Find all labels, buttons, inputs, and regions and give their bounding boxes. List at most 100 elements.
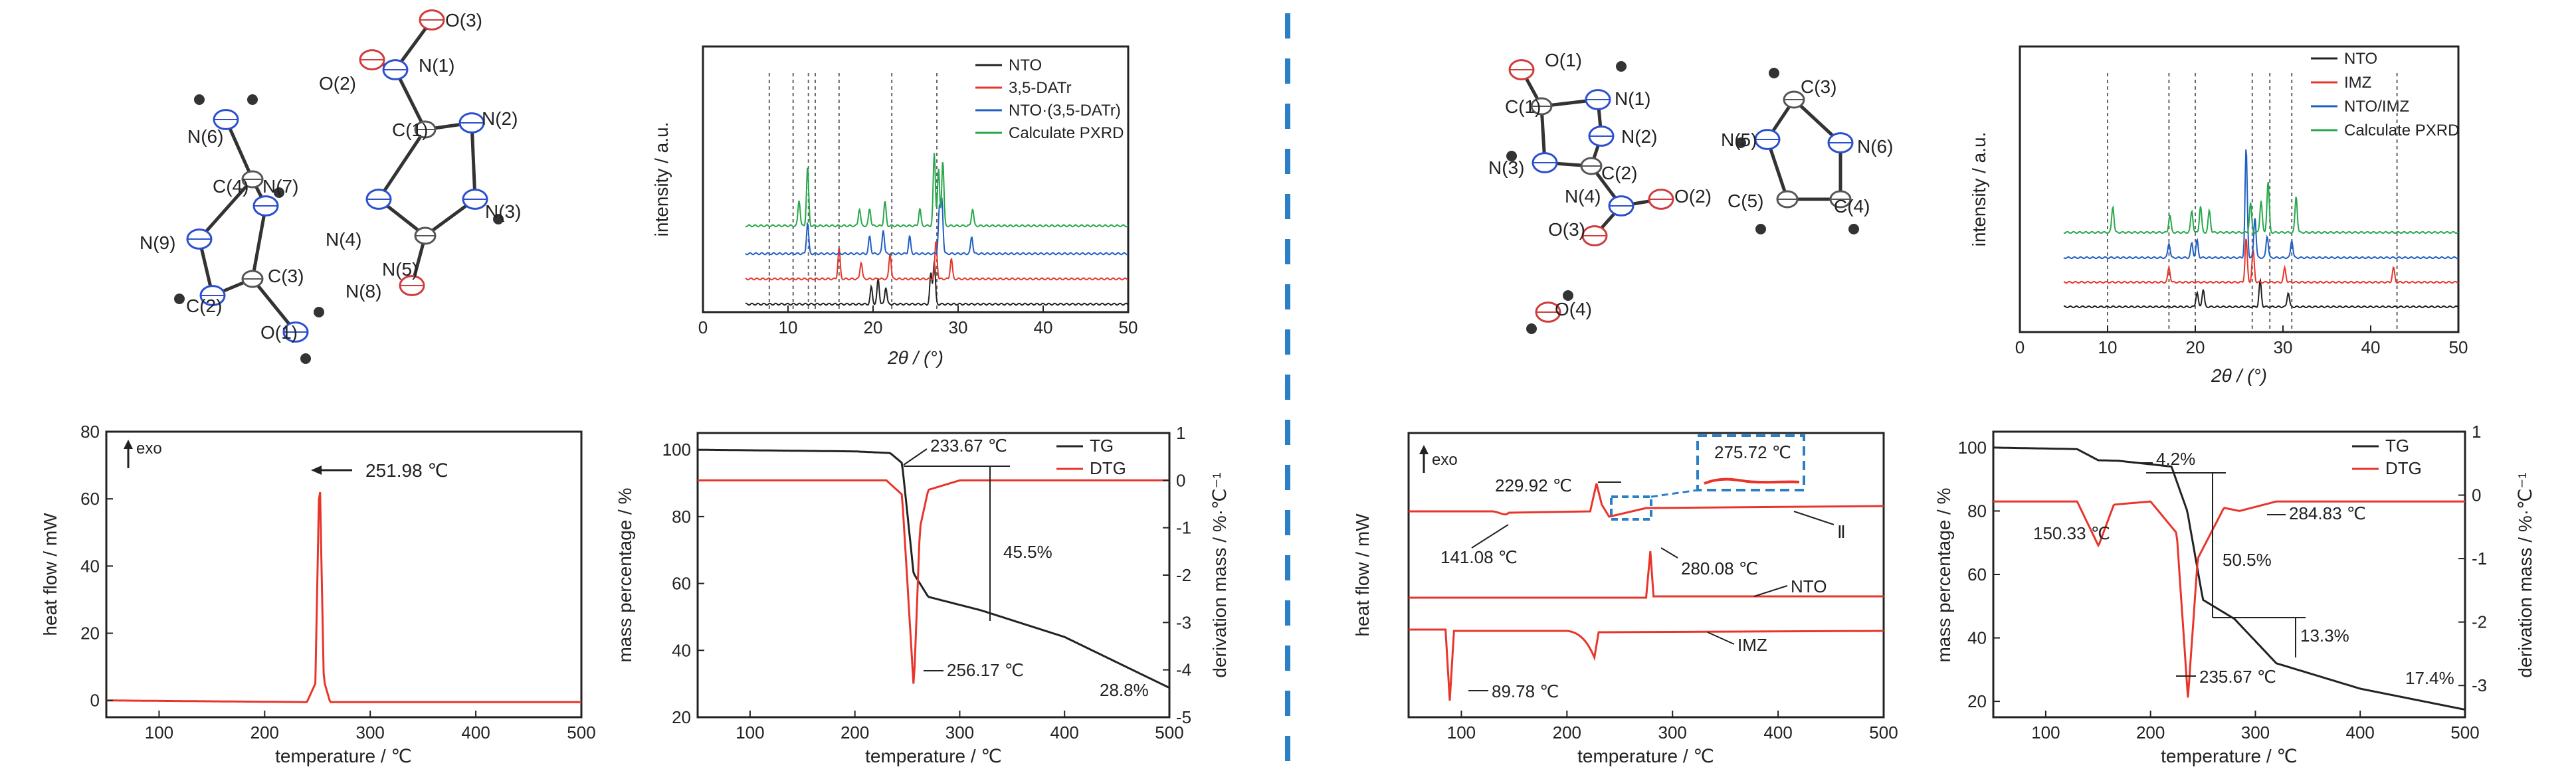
- x-tick-label: 100: [1447, 723, 1476, 742]
- bond: [198, 178, 254, 240]
- ann-50: 50.5%: [2223, 550, 2272, 570]
- left-tg-chart: mass percentage / % derivation mass / %·…: [615, 423, 1230, 766]
- x-tick-label: 100: [145, 723, 173, 742]
- y-tick-label: 1: [2472, 422, 2481, 442]
- atom-label: N(3): [485, 201, 521, 222]
- x-axis-label: temperature / ℃: [2161, 746, 2298, 766]
- x-tick-label: 400: [461, 723, 490, 742]
- legend-label-calc: Calculate PXRD: [1009, 124, 1124, 142]
- x-tick-label: 30: [949, 317, 968, 337]
- y-tick-label: -1: [1176, 518, 1191, 538]
- x-axis-label: temperature / ℃: [865, 746, 1002, 766]
- x-tick-label: 500: [1869, 723, 1898, 742]
- bond: [224, 118, 254, 181]
- x-tick-label: 300: [1658, 723, 1687, 742]
- atom-label: C(1): [392, 120, 428, 140]
- x-tick-label: 200: [250, 723, 279, 742]
- curve-pointer: [1707, 632, 1735, 645]
- x-tick-label: 50: [1119, 317, 1138, 337]
- legend-label-dtg: DTG: [1090, 458, 1126, 478]
- series-line-3: [2063, 181, 2459, 234]
- y-tick-label: -5: [1176, 707, 1191, 727]
- y-tick-label: 80: [672, 507, 691, 527]
- hydrogen-atom: [1616, 61, 1627, 72]
- x-tick-label: 500: [1155, 723, 1183, 742]
- left-molecule-diagram: O(3) O(2) N(1) N(6) C(1) N(2) C(4) N(7) N(3) N(4)…: [140, 9, 521, 364]
- x-tick-label: 30: [2274, 337, 2293, 357]
- hydrogen-atom: [1526, 323, 1537, 334]
- y-tick-label: 40: [80, 556, 100, 576]
- exo-label: exo: [136, 440, 162, 458]
- ann-13: 13.3%: [2300, 626, 2349, 646]
- curve-label-nto: NTO: [1791, 576, 1827, 596]
- y-tick-label: 100: [1958, 438, 1987, 458]
- atom-label: N(9): [140, 232, 175, 253]
- peak-label-280: 280.08 ℃: [1681, 559, 1758, 578]
- y-tick-label: -2: [2472, 612, 2487, 632]
- right-tg-chart: mass percentage / % derivation mass / %·…: [1933, 422, 2535, 766]
- x-tick-label: 200: [841, 723, 869, 742]
- atom-label: O(2): [319, 73, 356, 94]
- dtg-curve: [1993, 500, 2465, 698]
- hydrogen-atom: [300, 353, 311, 364]
- x-tick-label: 20: [864, 317, 883, 337]
- x-axis-label: temperature / ℃: [1577, 746, 1714, 766]
- x-tick-label: 300: [2241, 723, 2270, 742]
- y-axis-label: heat flow / mW: [1352, 513, 1373, 637]
- atom-label: N(4): [1565, 186, 1601, 207]
- exo-marker: exo: [1419, 445, 1458, 473]
- zoom-inset: [1610, 434, 1805, 521]
- y-tick-label: 0: [90, 691, 100, 711]
- left-pxrd-chart: intensity / a.u. 2θ / (°) NTO 3,5-DATr N…: [651, 45, 1138, 368]
- legend-label-tg: TG: [2385, 436, 2409, 456]
- tg-curve: [1993, 446, 2466, 711]
- curve-pointer: [1793, 511, 1834, 525]
- y-tick-label: 80: [1967, 501, 1987, 521]
- y-tick-label: -3: [2472, 675, 2487, 695]
- y-tick-label: 20: [1967, 691, 1987, 711]
- hydrogen-atom: [174, 294, 185, 304]
- series-line-2: [745, 197, 1129, 256]
- atom-label: C(2): [1601, 163, 1637, 183]
- x-tick-label: 50: [2449, 337, 2468, 357]
- curve-ii: [1409, 483, 1884, 518]
- x-tick-label: 10: [779, 317, 798, 337]
- atom-label: O(1): [1545, 50, 1582, 70]
- legend-label-nto: NTO: [2344, 50, 2377, 68]
- x-tick-label: 0: [698, 317, 708, 337]
- ann-284: 284.83 ℃: [2289, 503, 2366, 523]
- y-tick-label: 20: [672, 707, 691, 727]
- atom-label: O(1): [260, 322, 298, 343]
- hydrogen-atom: [1848, 224, 1859, 234]
- legend-label-nto: NTO: [1009, 56, 1042, 74]
- residue-label: 28.8%: [1100, 680, 1149, 700]
- hydrogen-atom: [314, 307, 324, 317]
- atom-label: N(8): [346, 281, 381, 302]
- bond: [393, 68, 427, 131]
- onset-pointer: [903, 448, 928, 466]
- legend-label-cocrystal: NTO/IMZ: [2344, 98, 2409, 116]
- peak-label-229: 229.92 ℃: [1495, 475, 1572, 495]
- y-tick-label: 0: [2472, 485, 2481, 505]
- peak-label-275: 275.72 ℃: [1714, 442, 1791, 462]
- ann-4: 4.2%: [2156, 449, 2195, 469]
- hydrogen-atom: [247, 94, 258, 105]
- x-axis-label: temperature / ℃: [275, 746, 412, 766]
- curve-imz: [1409, 628, 1884, 701]
- onset-label: 233.67 ℃: [930, 436, 1007, 456]
- atom-label: C(4): [1834, 196, 1870, 216]
- y-tick-label: -4: [1176, 660, 1191, 680]
- atom-label: N(5): [382, 259, 418, 280]
- x-tick-label: 100: [736, 723, 764, 742]
- curve-label-imz: IMZ: [1737, 635, 1767, 655]
- peak-label: 256.17 ℃: [947, 660, 1024, 680]
- peak-label-89: 89.78 ℃: [1492, 681, 1559, 701]
- y-tick-label: -1: [2472, 549, 2487, 568]
- bond: [470, 122, 477, 200]
- y-tick-label: 1: [1176, 423, 1185, 443]
- series-line-1: [2063, 238, 2459, 284]
- legend-label-imz: IMZ: [2344, 74, 2371, 92]
- x-tick-label: 300: [356, 723, 385, 742]
- x-tick-label: 300: [945, 723, 974, 742]
- legend-label-cocrystal: NTO·(3,5-DATr): [1009, 102, 1121, 120]
